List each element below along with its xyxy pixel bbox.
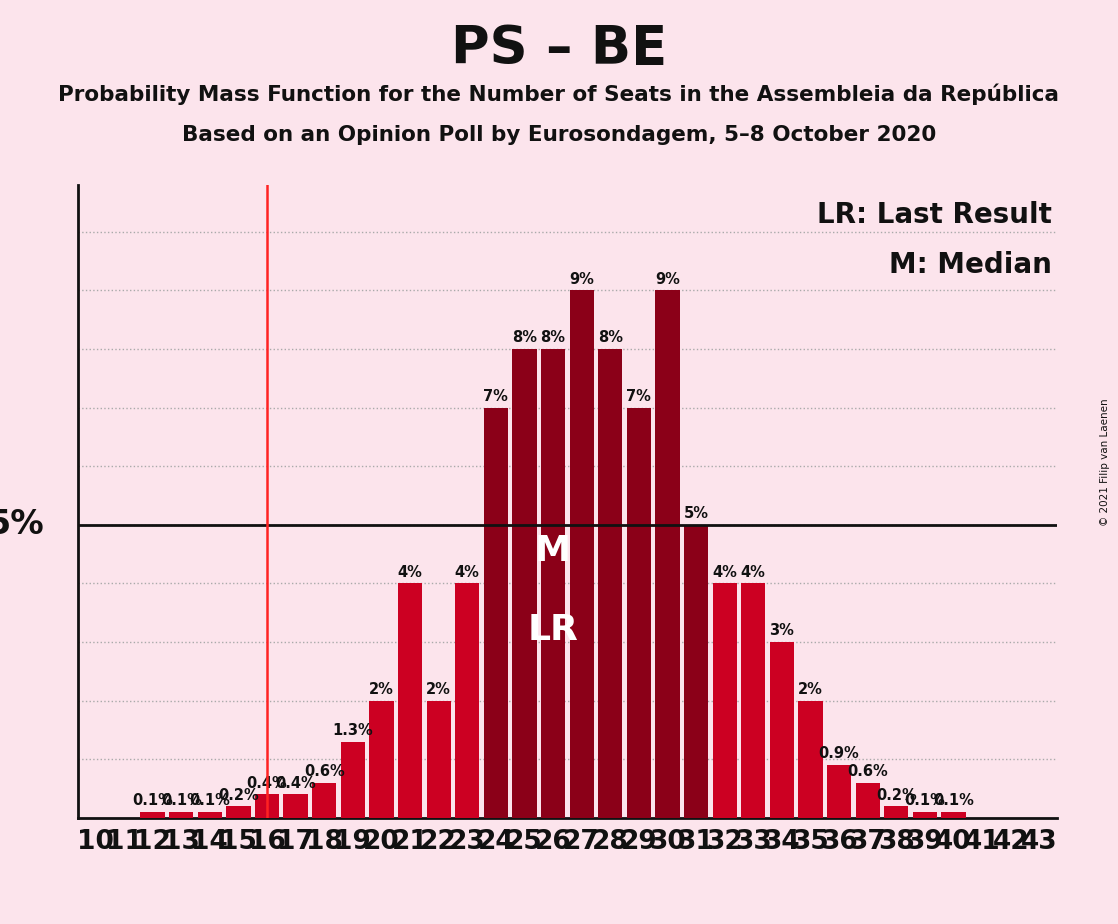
Bar [141, 812, 164, 818]
Bar [655, 290, 680, 818]
Bar [884, 806, 909, 818]
Text: 8%: 8% [541, 331, 566, 346]
Text: LR: LR [528, 613, 578, 647]
Text: 0.2%: 0.2% [218, 787, 258, 803]
Text: 8%: 8% [512, 331, 537, 346]
Text: M: Median: M: Median [889, 251, 1052, 279]
Text: 0.4%: 0.4% [247, 776, 287, 791]
Bar [455, 583, 480, 818]
Text: 1.3%: 1.3% [332, 723, 373, 738]
Bar [512, 349, 537, 818]
Bar [712, 583, 737, 818]
Text: © 2021 Filip van Laenen: © 2021 Filip van Laenen [1100, 398, 1110, 526]
Text: 4%: 4% [455, 565, 480, 579]
Text: 5%: 5% [0, 508, 44, 541]
Bar [798, 700, 823, 818]
Bar [284, 795, 307, 818]
Text: M: M [536, 533, 571, 567]
Bar [827, 765, 851, 818]
Text: 0.1%: 0.1% [934, 794, 974, 808]
Bar [398, 583, 423, 818]
Bar [169, 812, 193, 818]
Text: 0.6%: 0.6% [304, 764, 344, 779]
Text: 9%: 9% [655, 272, 680, 286]
Bar [770, 642, 794, 818]
Text: 0.9%: 0.9% [818, 747, 860, 761]
Bar [912, 812, 937, 818]
Text: 0.2%: 0.2% [877, 787, 917, 803]
Text: 2%: 2% [369, 682, 394, 697]
Bar [198, 812, 222, 818]
Bar [255, 795, 280, 818]
Text: 4%: 4% [741, 565, 766, 579]
Text: 0.1%: 0.1% [132, 794, 173, 808]
Bar [627, 407, 651, 818]
Text: PS – BE: PS – BE [451, 23, 667, 75]
Bar [941, 812, 966, 818]
Text: 7%: 7% [626, 389, 652, 404]
Bar [598, 349, 623, 818]
Text: 3%: 3% [769, 624, 795, 638]
Bar [426, 700, 451, 818]
Bar [341, 742, 364, 818]
Text: 9%: 9% [569, 272, 594, 286]
Text: 0.6%: 0.6% [847, 764, 888, 779]
Bar [741, 583, 766, 818]
Bar [484, 407, 508, 818]
Text: 0.1%: 0.1% [189, 794, 230, 808]
Bar [855, 783, 880, 818]
Text: 4%: 4% [712, 565, 737, 579]
Text: Based on an Opinion Poll by Eurosondagem, 5–8 October 2020: Based on an Opinion Poll by Eurosondagem… [182, 125, 936, 145]
Text: LR: Last Result: LR: Last Result [817, 201, 1052, 228]
Bar [226, 806, 250, 818]
Text: 5%: 5% [683, 506, 709, 521]
Bar [569, 290, 594, 818]
Bar [369, 700, 394, 818]
Text: 2%: 2% [426, 682, 451, 697]
Text: 0.1%: 0.1% [161, 794, 201, 808]
Text: 0.1%: 0.1% [904, 794, 946, 808]
Text: Probability Mass Function for the Number of Seats in the Assembleia da República: Probability Mass Function for the Number… [58, 83, 1060, 104]
Text: 2%: 2% [798, 682, 823, 697]
Text: 0.4%: 0.4% [275, 776, 316, 791]
Bar [684, 525, 709, 818]
Text: 4%: 4% [398, 565, 423, 579]
Text: 7%: 7% [483, 389, 509, 404]
Text: 8%: 8% [598, 331, 623, 346]
Bar [541, 349, 566, 818]
Bar [312, 783, 337, 818]
